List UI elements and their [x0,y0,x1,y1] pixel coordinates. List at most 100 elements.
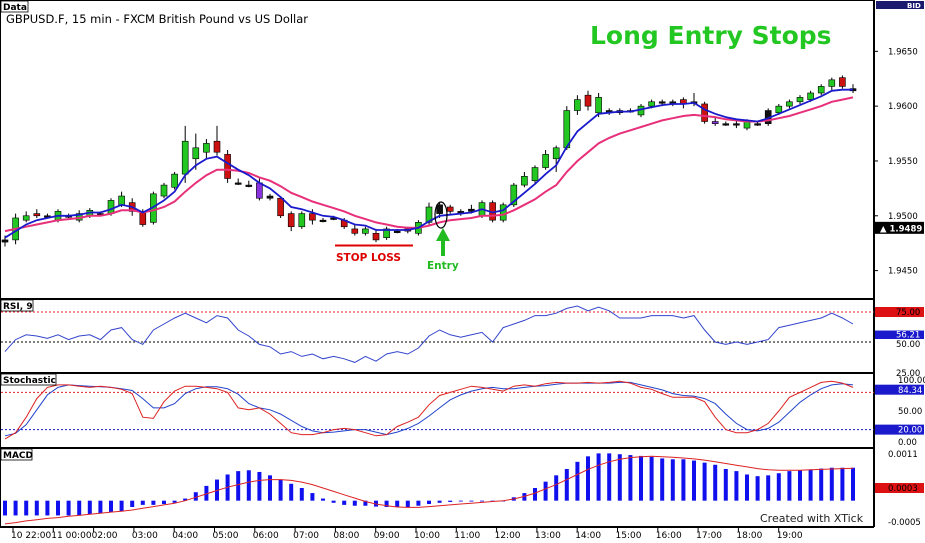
candle-body [648,101,655,107]
stoch-current-label: 84.34 [898,386,922,396]
macd-bar [352,500,357,506]
macd-bar [268,475,272,501]
macd-bar [34,500,39,516]
time-tick-label: 07:00 [293,531,319,539]
candle-body [574,99,581,111]
ma-fast-line [4,88,853,239]
macd-tick-label: 0.0011 [888,450,918,460]
macd-bar [766,475,771,501]
macd-bar [851,467,855,501]
candle-body [22,215,30,221]
stochastic-label-box [0,373,57,386]
macd-bar [776,473,781,501]
candle-body [192,147,200,160]
candle-body [786,101,793,107]
stoch-tick-label: 20.00 [898,426,922,436]
macd-bar [162,500,166,505]
candle-body [118,195,125,206]
candle-body [701,103,708,122]
macd-bar [98,500,103,514]
price-label-box [0,0,29,13]
candle-body [817,86,825,94]
candle-body [107,200,115,214]
macd-bar [66,500,71,516]
stop-loss-label: STOP LOSS [336,252,401,264]
rsi-tick-label: 25.00 [896,369,920,379]
candle-body [266,195,274,199]
stoch-tick-label: 0.00 [898,438,917,448]
candle-body [319,219,327,222]
candle-body [595,97,602,114]
macd-bar [3,500,7,516]
macd-bar [257,471,262,501]
macd-bar [681,459,686,501]
candle-body [256,182,263,199]
macd-bar [639,455,643,501]
price-panel-frame [0,0,874,299]
macd-bar [596,453,601,501]
macd-bar [702,462,707,501]
macd-bar [119,500,124,512]
macd-bar [140,500,145,505]
macd-bar [798,470,802,501]
macd-bar [564,469,569,501]
rsi-tick-label: 75.00 [896,308,920,318]
macd-tick-label: -0.0005 [888,518,921,528]
macd-bar [660,458,665,501]
macd-bar [416,500,421,506]
macd-bar [331,500,336,503]
time-tick-label: 16:00 [656,531,682,539]
macd-bar [755,476,760,501]
candle-body [839,77,846,87]
time-tick-label: 02:00 [92,531,118,539]
chart-title: GBPUSD.F, 15 min - FXCM British Pound vs… [6,12,308,26]
candle-body [181,140,189,175]
macd-bar [427,500,431,505]
time-tick-label: 14:00 [575,531,601,539]
macd-bar [808,469,813,501]
macd-bar [723,469,728,501]
stoch-tick-label: 100.00 [898,376,925,386]
candle-body [203,143,210,153]
time-tick-label: 17:00 [696,531,722,539]
macd-bar [87,500,92,515]
bid-tag-label: BID [907,2,921,10]
macd-bar [384,500,389,507]
macd-bar [819,468,824,501]
time-tick-label: 11 00:00 [51,531,92,539]
candle-body [33,213,41,217]
macd-bar [628,455,633,501]
macd-bar [692,460,696,501]
credit-label: Created with XTick [760,512,864,525]
last-price-label: ▲ 1.9489 [880,224,922,234]
macd-bar [458,500,463,502]
macd-bar [299,488,304,501]
macd-bar [840,467,845,501]
stoch-current-box [875,384,924,395]
candle-body [775,105,783,114]
candle-body [807,92,814,100]
time-tick-label: 12:00 [495,531,521,539]
macd-bar [745,474,749,501]
macd-tick-label: 0.0003 [888,484,918,494]
candle-body [531,167,539,181]
stoch-20-box [875,424,924,435]
rsi-line [4,305,854,363]
macd-bar [670,459,675,501]
axis-strip [874,0,925,527]
macd-bar [649,456,654,501]
candle-body [245,184,253,187]
price-layer: 1.9650 1.9600 1.9550 1.9500 1.9450 ▲ 1.9489 [1,47,924,277]
candle-body [552,147,560,160]
rsi-current-box [875,330,924,340]
time-tick-label: 06:00 [253,531,279,539]
macd-bar [448,500,453,502]
macd-bar [554,475,559,501]
stochastic-panel-label: Stochastic [3,376,56,386]
macd-bar [405,500,410,507]
candle-body [224,154,231,179]
macd-layer: 0.0011 0.0003 -0.0005 [3,450,924,528]
entry-circle [434,201,448,229]
